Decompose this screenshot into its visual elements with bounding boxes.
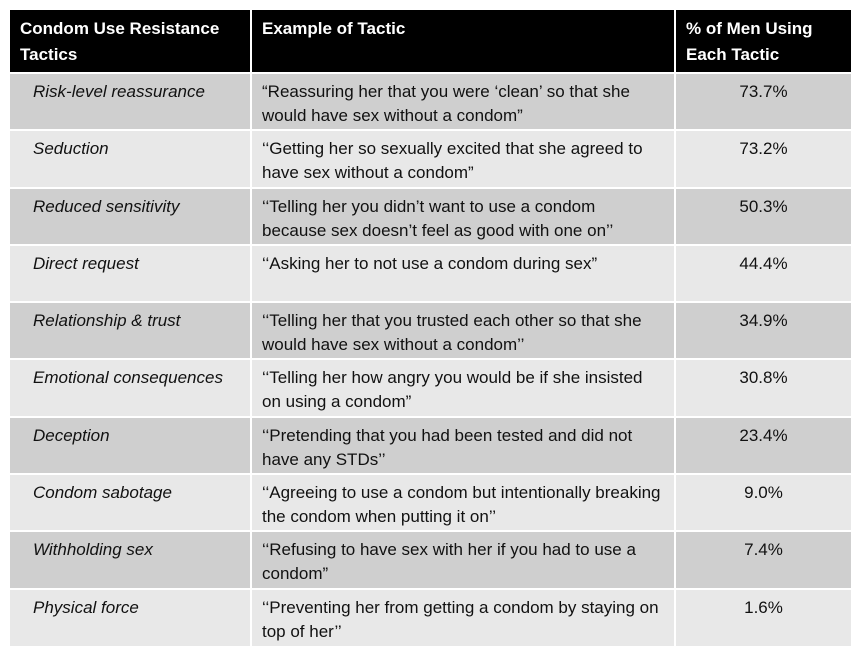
example-cell: ‘‘Preventing her from getting a condom b… bbox=[251, 587, 676, 646]
example-cell: “Reassuring her that you were ‘clean’ so… bbox=[251, 71, 676, 131]
table-row: Seduction ‘‘Getting her so sexually exci… bbox=[10, 129, 851, 188]
table-body: Risk-level reassurance “Reassuring her t… bbox=[10, 71, 851, 646]
percent-cell: 1.6% bbox=[675, 587, 851, 646]
tactics-table-container: Condom Use Resistance Tactics Example of… bbox=[10, 10, 851, 646]
tactic-cell: Physical force bbox=[10, 587, 252, 646]
table-row: Risk-level reassurance “Reassuring her t… bbox=[10, 71, 851, 131]
percent-cell: 44.4% bbox=[675, 243, 851, 303]
tactic-cell: Direct request bbox=[10, 243, 252, 303]
example-cell: ‘‘Refusing to have sex with her if you h… bbox=[251, 530, 676, 589]
tactic-cell: Relationship & trust bbox=[10, 301, 252, 360]
tactics-table: Condom Use Resistance Tactics Example of… bbox=[10, 10, 851, 646]
header-tactic: Condom Use Resistance Tactics bbox=[10, 10, 252, 73]
table-row: Deception ‘‘Pretending that you had been… bbox=[10, 415, 851, 475]
header-row: Condom Use Resistance Tactics Example of… bbox=[10, 10, 851, 73]
percent-cell: 30.8% bbox=[675, 358, 851, 417]
percent-cell: 34.9% bbox=[675, 301, 851, 360]
example-cell: ‘‘Asking her to not use a condom during … bbox=[251, 243, 676, 303]
header-example: Example of Tactic bbox=[251, 10, 676, 73]
table-row: Withholding sex ‘‘Refusing to have sex w… bbox=[10, 530, 851, 589]
table-row: Direct request ‘‘Asking her to not use a… bbox=[10, 243, 851, 303]
example-cell: ‘‘Getting her so sexually excited that s… bbox=[251, 129, 676, 188]
table-row: Physical force ‘‘Preventing her from get… bbox=[10, 587, 851, 646]
percent-cell: 50.3% bbox=[675, 186, 851, 245]
percent-cell: 73.7% bbox=[675, 71, 851, 131]
table-row: Condom sabotage ‘‘Agreeing to use a cond… bbox=[10, 473, 851, 532]
example-cell: ‘‘Telling her you didn’t want to use a c… bbox=[251, 186, 676, 245]
example-cell: ‘‘Telling her that you trusted each othe… bbox=[251, 301, 676, 360]
percent-cell: 73.2% bbox=[675, 129, 851, 188]
percent-cell: 23.4% bbox=[675, 415, 851, 475]
example-cell: ‘‘Agreeing to use a condom but intention… bbox=[251, 473, 676, 532]
tactic-cell: Seduction bbox=[10, 129, 252, 188]
table-row: Reduced sensitivity ‘‘Telling her you di… bbox=[10, 186, 851, 245]
table-header: Condom Use Resistance Tactics Example of… bbox=[10, 10, 851, 73]
example-cell: ‘‘Telling her how angry you would be if … bbox=[251, 358, 676, 417]
percent-cell: 9.0% bbox=[675, 473, 851, 532]
tactic-cell: Emotional consequences bbox=[10, 358, 252, 417]
example-cell: ‘‘Pretending that you had been tested an… bbox=[251, 415, 676, 475]
tactic-cell: Deception bbox=[10, 415, 252, 475]
tactic-cell: Risk-level reassurance bbox=[10, 71, 252, 131]
tactic-cell: Withholding sex bbox=[10, 530, 252, 589]
table-row: Emotional consequences ‘‘Telling her how… bbox=[10, 358, 851, 417]
header-percent: % of Men Using Each Tactic bbox=[675, 10, 851, 73]
percent-cell: 7.4% bbox=[675, 530, 851, 589]
table-row: Relationship & trust ‘‘Telling her that … bbox=[10, 301, 851, 360]
tactic-cell: Condom sabotage bbox=[10, 473, 252, 532]
tactic-cell: Reduced sensitivity bbox=[10, 186, 252, 245]
